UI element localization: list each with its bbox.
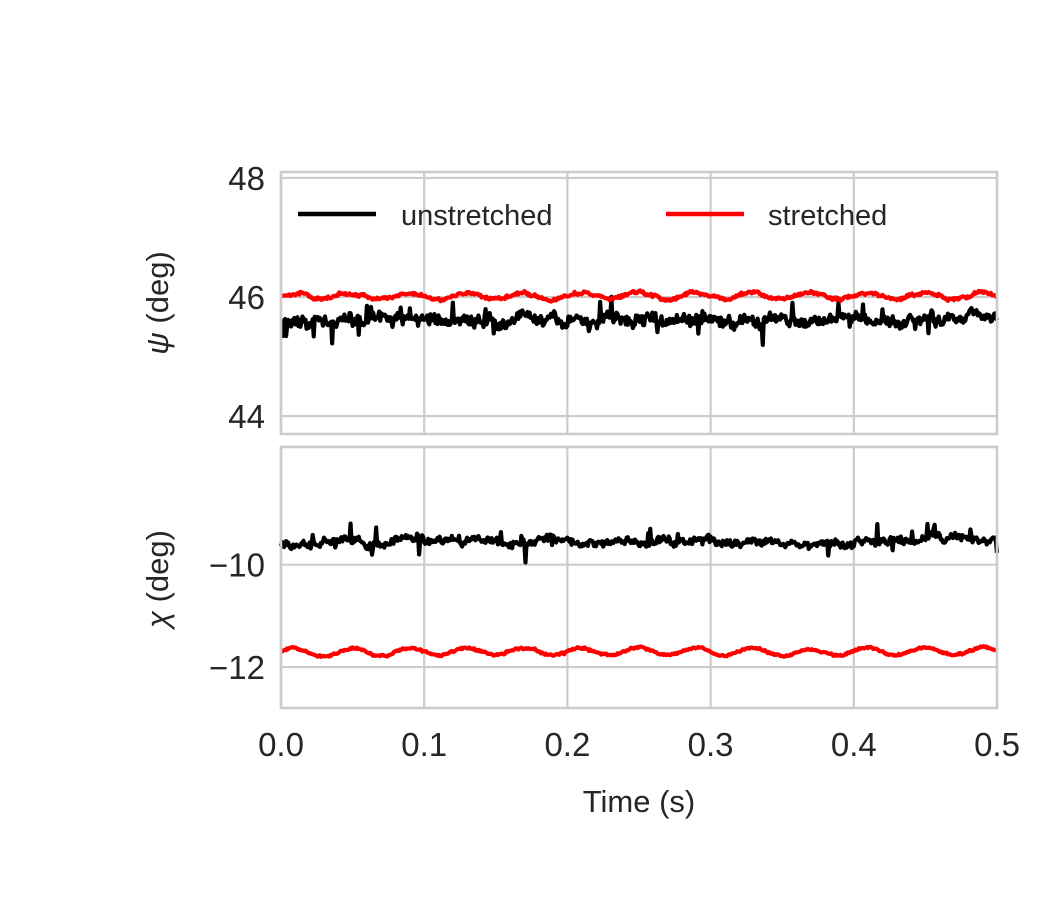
bottom-panel-series xyxy=(278,521,1000,659)
x-tick-label: 0.4 xyxy=(831,726,877,763)
bottom-panel-y-ticks: −12 −10 xyxy=(209,547,265,686)
top-panel-frame xyxy=(279,170,999,436)
series-line-unstretched xyxy=(279,294,999,347)
x-axis-label: Time (s) xyxy=(583,784,696,819)
top-panel-y-ticks: 44 46 48 xyxy=(228,160,265,435)
bottom-panel: −12 −10 0.0 0.1 0.2 0.3 0.4 0.5 χ (deg) Time (… xyxy=(140,445,1020,819)
y-tick-label: 46 xyxy=(228,279,265,316)
top-panel: 44 46 48 ψ (deg) unstretched stretched xyxy=(140,160,999,436)
series-line-stretched xyxy=(279,644,999,659)
top-panel-series xyxy=(279,288,999,347)
bottom-panel-frame xyxy=(279,445,999,710)
series-line-stretched xyxy=(279,288,999,304)
x-tick-label: 0.3 xyxy=(688,726,734,763)
series-line-unstretched xyxy=(278,521,1000,565)
top-panel-y-axis-label: ψ (deg) xyxy=(140,251,175,355)
x-tick-label: 0.1 xyxy=(401,726,447,763)
y-tick-label: 44 xyxy=(228,398,265,435)
bottom-panel-y-axis-label: χ (deg) xyxy=(140,530,175,631)
y-tick-label: −10 xyxy=(209,547,265,584)
legend-label-stretched: stretched xyxy=(768,200,887,232)
x-tick-label: 0.0 xyxy=(258,726,304,763)
y-tick-label: 48 xyxy=(228,160,265,197)
bottom-panel-x-ticks: 0.0 0.1 0.2 0.3 0.4 0.5 xyxy=(258,726,1020,763)
x-tick-label: 0.5 xyxy=(974,726,1020,763)
x-tick-label: 0.2 xyxy=(544,726,590,763)
legend: unstretched stretched xyxy=(298,200,887,232)
y-tick-label: −12 xyxy=(209,649,265,686)
legend-label-unstretched: unstretched xyxy=(401,200,553,232)
